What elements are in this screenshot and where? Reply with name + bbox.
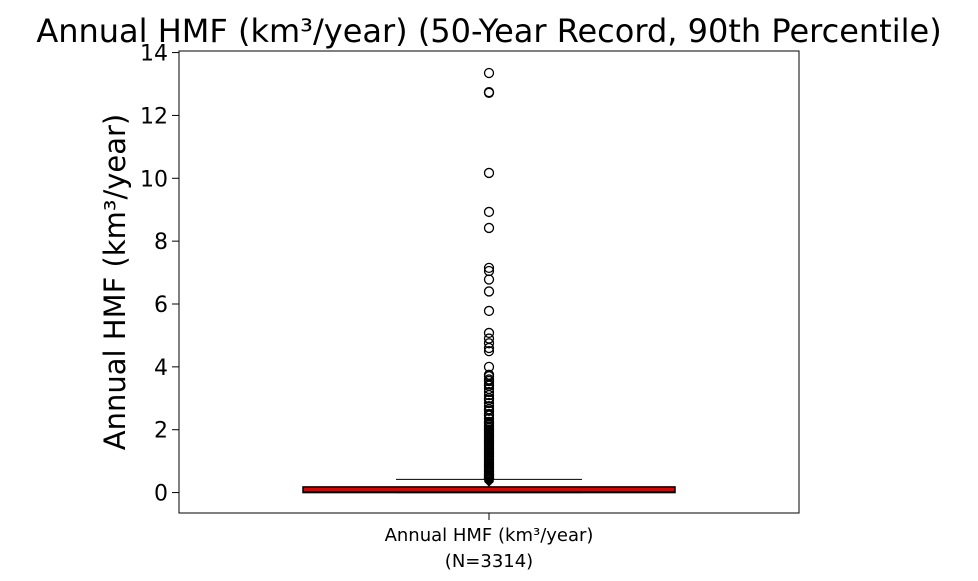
box-group (302, 476, 676, 494)
outlier-point (483, 386, 495, 398)
y-tick-label: 10 (140, 167, 168, 192)
y-tick-label: 6 (154, 293, 168, 318)
outlier-point (483, 274, 495, 285)
outliers (483, 67, 495, 484)
y-tick-label: 0 (154, 482, 168, 507)
x-tick-label-line2: (N=3314) (445, 551, 533, 572)
outlier-point (483, 222, 495, 234)
y-axis: 0 2 4 6 8 10 12 14 (140, 42, 179, 507)
outlier-point (483, 206, 495, 218)
outlier-point (483, 167, 495, 179)
outlier-point (483, 375, 495, 387)
outlier-point (483, 327, 495, 339)
y-tick-label: 14 (140, 42, 168, 67)
outlier-point (483, 397, 495, 409)
outlier-point (483, 87, 495, 98)
y-tick-label: 4 (154, 356, 168, 381)
outlier-point (483, 286, 495, 297)
chart-title: Annual HMF (km³/year) (50-Year Record, 9… (36, 12, 941, 50)
x-tick-label-line1: Annual HMF (km³/year) (385, 525, 594, 546)
outlier-point (483, 67, 495, 79)
y-tick-label: 12 (140, 104, 168, 129)
outlier-point (483, 305, 495, 317)
y-tick-label: 2 (154, 419, 168, 444)
outlier-point (483, 338, 495, 349)
outlier-point (483, 342, 495, 354)
outlier-point (483, 389, 495, 401)
outlier-point (483, 345, 495, 357)
outlier-point (483, 262, 495, 274)
y-tick-label: 8 (154, 230, 168, 255)
y-axis-label: Annual HMF (km³/year) (98, 114, 132, 451)
outlier-point (483, 405, 495, 417)
outlier-point (483, 473, 495, 484)
